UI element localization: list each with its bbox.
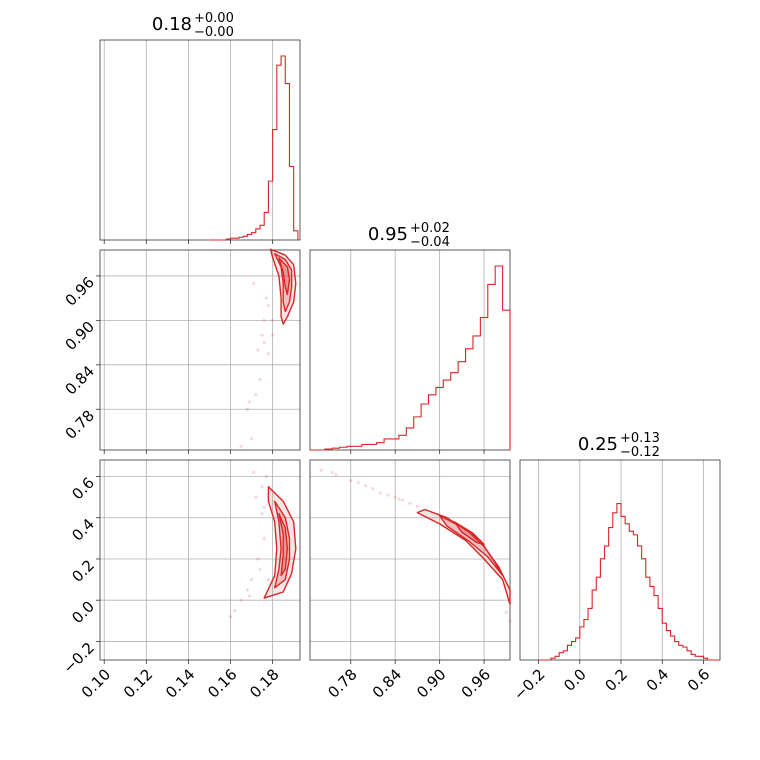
sample-point-0-2-3 — [260, 512, 264, 516]
sample-point-1-2-9 — [356, 481, 360, 485]
histogram-param-2 — [538, 503, 720, 661]
histogram-param-0 — [209, 55, 299, 241]
title-param-1-minus: −0.04 — [410, 235, 450, 250]
tick-label-y1-2: 0.90 — [62, 318, 98, 354]
tick-label-y2-3: 0.4 — [68, 515, 98, 545]
contour-level-0-2-2 — [278, 512, 289, 577]
title-param-0-minus: −0.00 — [194, 25, 234, 40]
panel-frame-2-1 — [309, 459, 511, 661]
tick-label-x2-4: 0.6 — [684, 665, 714, 695]
contour-level-1-2-1 — [438, 515, 504, 577]
sample-point-0-1-11 — [271, 333, 275, 337]
panel-frame-2-0 — [99, 459, 301, 661]
tick-label-y1-0: 0.78 — [62, 407, 98, 443]
contour-level-1-2-2 — [453, 521, 485, 546]
sample-point-0-2-9 — [233, 608, 237, 613]
sample-point-0-1-9 — [264, 296, 268, 300]
panel-frame-1-0 — [99, 249, 301, 451]
tick-label-x1-3: 0.96 — [458, 665, 494, 701]
sample-point-1-2-15 — [508, 619, 512, 623]
sample-point-0-2-10 — [228, 615, 233, 619]
sample-point-0-2-2 — [254, 495, 258, 499]
tick-label-x2-1: 0.0 — [560, 665, 590, 695]
sample-point-0-1-13 — [247, 400, 252, 404]
sample-point-0-1-7 — [249, 437, 254, 441]
tick-label-x1-2: 0.90 — [413, 665, 449, 701]
sample-point-1-2-2 — [349, 479, 353, 483]
tick-label-x0-3: 0.16 — [204, 665, 240, 701]
sample-point-1-2-1 — [334, 472, 338, 477]
sample-point-1-2-14 — [504, 610, 508, 615]
sample-point-0-2-6 — [249, 577, 254, 582]
sample-point-1-2-13 — [397, 497, 401, 501]
title-param-0-plus: +0.00 — [194, 11, 234, 26]
histogram-param-1 — [310, 265, 511, 451]
sample-point-0-2-14 — [247, 594, 252, 598]
panel-frame-1-1 — [309, 249, 511, 451]
title-param-1-plus: +0.02 — [410, 221, 450, 236]
sample-point-0-2-13 — [252, 470, 256, 474]
sample-point-1-2-5 — [393, 495, 397, 499]
tick-label-x0-1: 0.12 — [120, 665, 156, 701]
sample-point-1-2-10 — [371, 487, 375, 491]
contour-level-0-1-2 — [278, 257, 291, 296]
contour-level-1-2-0 — [416, 508, 511, 605]
sample-point-0-2-7 — [245, 588, 249, 592]
tick-label-y2-1: 0.0 — [68, 597, 98, 627]
tick-label-x2-2: 0.2 — [601, 665, 631, 695]
title-param-2-plus: +0.13 — [620, 431, 660, 446]
tick-label-x2-0: −0.2 — [510, 665, 548, 703]
tick-label-y2-4: 0.6 — [68, 474, 98, 504]
sample-point-0-1-3 — [266, 352, 271, 356]
sample-point-0-2-5 — [256, 557, 260, 561]
title-param-2-minus: −0.12 — [620, 445, 660, 460]
sample-point-1-2-3 — [363, 484, 368, 488]
tick-label-y2-0: −0.2 — [60, 639, 98, 677]
sample-point-0-1-4 — [258, 378, 262, 382]
title-param-1-value: 0.95 — [368, 224, 408, 245]
sample-point-1-2-0 — [319, 468, 323, 472]
sample-point-0-2-1 — [264, 474, 268, 479]
sample-point-0-1-2 — [262, 340, 266, 345]
sample-point-1-2-8 — [415, 504, 420, 508]
tick-label-y1-1: 0.84 — [62, 362, 98, 398]
sample-point-0-2-0 — [260, 485, 264, 489]
sample-point-0-1-0 — [252, 281, 256, 285]
sample-point-0-1-8 — [239, 444, 243, 448]
sample-point-0-1-15 — [266, 303, 271, 308]
panel-frame-0-0 — [99, 39, 301, 241]
sample-point-0-2-11 — [266, 577, 271, 582]
sample-point-1-2-4 — [378, 491, 382, 495]
tick-label-x1-1: 0.84 — [369, 665, 405, 701]
sample-point-0-1-6 — [245, 407, 249, 411]
sample-point-0-1-1 — [262, 318, 266, 322]
sample-point-0-2-8 — [239, 598, 243, 602]
sample-point-0-1-12 — [256, 348, 260, 352]
tick-label-x0-4: 0.18 — [246, 665, 282, 701]
sample-point-0-1-14 — [271, 318, 275, 322]
sample-point-0-1-10 — [260, 333, 264, 337]
sample-point-1-2-6 — [400, 498, 405, 502]
title-param-2-value: 0.25 — [578, 434, 618, 455]
title-param-0-value: 0.18 — [152, 14, 192, 35]
sample-point-1-2-7 — [408, 501, 412, 505]
sample-point-0-2-4 — [262, 536, 266, 540]
tick-label-x0-2: 0.14 — [162, 665, 198, 701]
sample-point-1-2-11 — [386, 493, 390, 497]
tick-label-y1-3: 0.96 — [62, 273, 98, 309]
sample-point-0-1-5 — [254, 392, 258, 397]
sample-point-1-2-12 — [330, 470, 334, 474]
sample-point-0-2-15 — [262, 505, 266, 510]
panel-frame-2-2 — [519, 459, 721, 661]
sample-point-0-2-12 — [258, 567, 262, 571]
tick-label-y2-2: 0.2 — [68, 556, 98, 586]
plot-layer: 0.10 0.12 0.14 0.16 0.18 0.78 0.84 0.90 0.96 −0.2… — [60, 39, 721, 704]
tick-label-x2-3: 0.4 — [643, 665, 673, 695]
tick-label-x0-0: 0.10 — [78, 665, 114, 701]
tick-label-x1-0: 0.78 — [324, 665, 360, 701]
